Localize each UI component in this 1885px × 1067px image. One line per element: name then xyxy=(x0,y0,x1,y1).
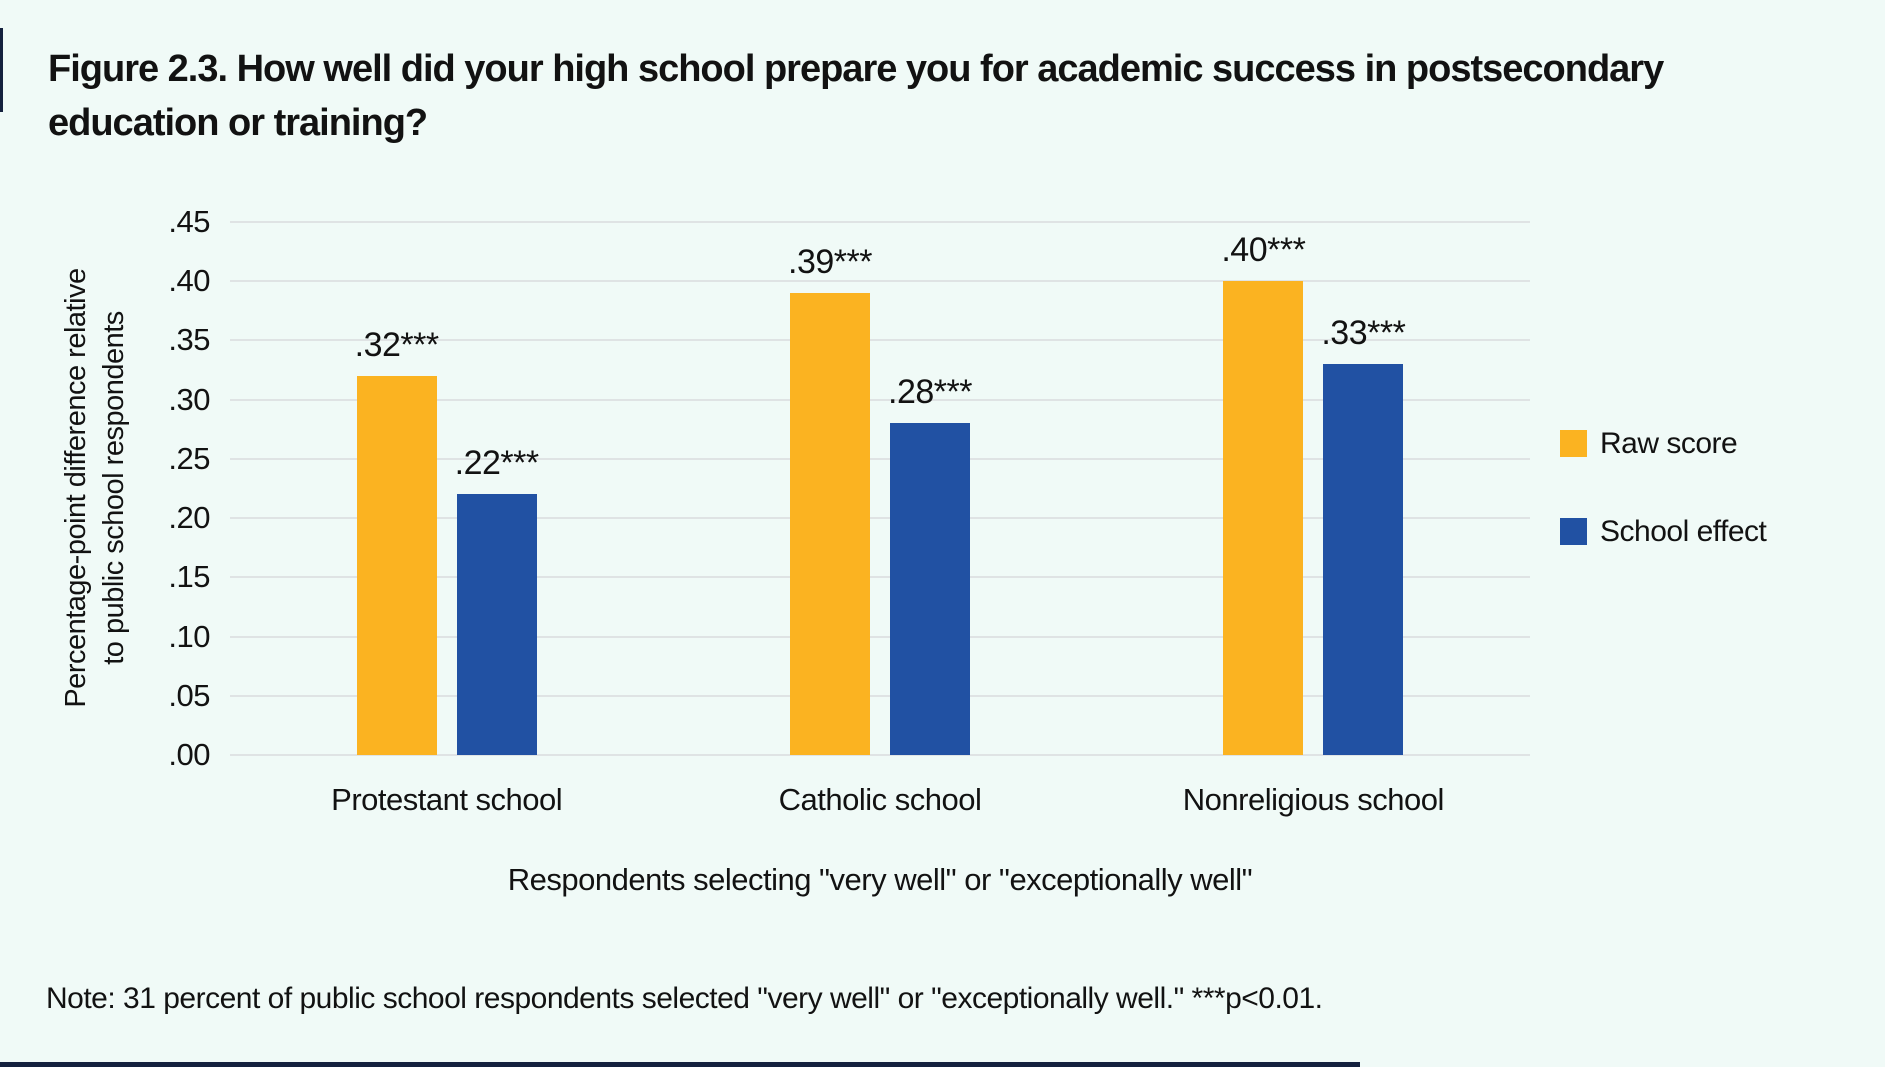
bar-school-effect xyxy=(1323,364,1404,755)
bar-school-effect xyxy=(890,423,970,755)
bar-raw-score xyxy=(356,375,437,755)
y-tick-label: .35 xyxy=(168,322,210,358)
bar-value-label: .32*** xyxy=(354,325,439,364)
bar-raw-score xyxy=(790,293,870,755)
legend-swatch xyxy=(1560,430,1587,457)
figure-title-line1: Figure 2.3. How well did your high schoo… xyxy=(48,48,1664,90)
gridline xyxy=(230,398,1530,401)
category-label: Catholic school xyxy=(778,782,982,817)
y-tick-label: .00 xyxy=(168,737,210,772)
legend-swatch xyxy=(1560,518,1587,545)
bar-value-label: .28*** xyxy=(888,373,972,412)
y-tick-label: .45 xyxy=(168,204,210,239)
y-tick-label: .25 xyxy=(168,440,210,476)
legend-label: Raw score xyxy=(1600,427,1738,460)
bar-value-label: .22*** xyxy=(454,444,539,483)
figure-title-line2: education or training? xyxy=(48,102,428,144)
gridline xyxy=(230,221,1530,223)
y-tick-label: .40 xyxy=(168,263,210,299)
y-tick-label: .20 xyxy=(168,500,210,536)
gridline xyxy=(230,457,1530,460)
bar-value-label: .33*** xyxy=(1321,314,1406,353)
y-tick-label: .05 xyxy=(168,677,210,713)
page-bottom-rule xyxy=(0,1062,1360,1067)
y-tick-label: .15 xyxy=(168,559,210,595)
gridline xyxy=(230,694,1530,697)
gridline xyxy=(230,754,1530,756)
figure-note: Note: 31 percent of public school respon… xyxy=(46,982,1323,1015)
x-axis-caption: Respondents selecting "very well" or "ex… xyxy=(507,862,1253,897)
legend-label: School effect xyxy=(1600,515,1767,548)
gridline xyxy=(230,635,1530,638)
gridline xyxy=(230,280,1530,283)
category-label: Nonreligious school xyxy=(1182,782,1445,817)
y-tick-label: .30 xyxy=(168,381,210,417)
page-edge-fragment xyxy=(0,28,3,112)
category-label: Protestant school xyxy=(331,782,563,817)
bar-value-label: .39*** xyxy=(788,243,872,282)
bar-school-effect xyxy=(456,494,537,755)
bar-raw-score xyxy=(1223,281,1304,755)
bar-value-label: .40*** xyxy=(1221,231,1306,270)
y-tick-label: .10 xyxy=(168,618,210,654)
figure-title: Figure 2.3. How well did your high schoo… xyxy=(48,42,1664,150)
gridline xyxy=(230,517,1530,520)
gridline xyxy=(230,339,1530,342)
gridline xyxy=(230,576,1530,579)
